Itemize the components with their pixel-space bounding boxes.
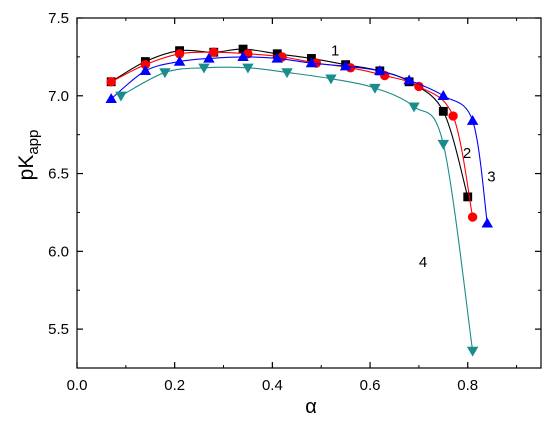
x-tick-label: 0.4: [262, 377, 283, 394]
x-tick-label: 0.2: [164, 377, 185, 394]
y-tick-label: 6.0: [48, 243, 69, 260]
series-3-point: [466, 114, 479, 125]
series-3-point: [339, 60, 352, 71]
curve-label-1: 1: [331, 42, 339, 59]
series-4: [115, 63, 479, 357]
series-3-point: [305, 57, 318, 68]
series-2-point: [174, 49, 185, 59]
series-2-point: [448, 111, 458, 121]
curve-label-3: 3: [487, 168, 495, 185]
series-4-point: [408, 102, 420, 113]
series-4-point: [198, 63, 210, 74]
series-4-point: [159, 68, 171, 79]
y-axis-title-subscript: app: [25, 130, 42, 155]
series-3-point: [237, 51, 249, 62]
y-tick-label: 7.0: [48, 88, 69, 105]
series-layer: [105, 44, 493, 357]
series-2-point: [414, 81, 424, 92]
series-3-point: [437, 90, 450, 100]
series-4-point: [369, 83, 381, 94]
plot-frame: [76, 17, 542, 369]
series-4-point: [437, 139, 450, 150]
series-2-point: [209, 47, 219, 57]
series-1-point: [463, 192, 473, 202]
x-axis-title: α: [305, 396, 317, 418]
series-1: [106, 44, 473, 202]
axes: 0.0 0.2 0.4 0.6 0.8 5.5 6.0 6.5 7.0 7.5: [48, 10, 542, 394]
series-3: [105, 51, 493, 228]
series-2-point: [467, 212, 478, 222]
series-3-point: [271, 52, 283, 63]
y-tick-label: 6.5: [48, 166, 69, 183]
curve-labels: 1 23 4: [331, 42, 496, 271]
series-3-point: [374, 65, 386, 76]
x-tick-label: 0.6: [360, 377, 381, 394]
series-4-line: [120, 66, 474, 351]
series-4-point: [115, 91, 127, 102]
series-3-point: [139, 65, 152, 76]
x-tick-label: 0.0: [67, 377, 88, 394]
series-3-point: [481, 217, 493, 228]
y-tick-label: 5.5: [48, 321, 69, 338]
series-3-point: [173, 55, 186, 66]
y-axis-title-main: pK: [15, 155, 38, 181]
series-2-point: [106, 77, 116, 87]
series-4-point: [466, 346, 479, 357]
series-1-point: [238, 44, 248, 54]
curve-label-4: 4: [419, 254, 427, 271]
x-tick-label: 0.8: [457, 377, 478, 394]
curve-label-2: 2: [463, 145, 471, 162]
series-3-point: [105, 93, 117, 104]
series-3-point: [403, 74, 415, 85]
series-1-point: [438, 106, 448, 116]
y-axis-title: pKapp: [15, 130, 42, 181]
series-4-point: [242, 63, 254, 74]
series-4-point: [325, 74, 337, 85]
series-2-point: [140, 59, 151, 70]
series-3-point: [203, 52, 215, 63]
series-4-point: [281, 68, 293, 79]
y-tick-label: 7.5: [48, 10, 69, 27]
series-3-line: [110, 56, 488, 224]
